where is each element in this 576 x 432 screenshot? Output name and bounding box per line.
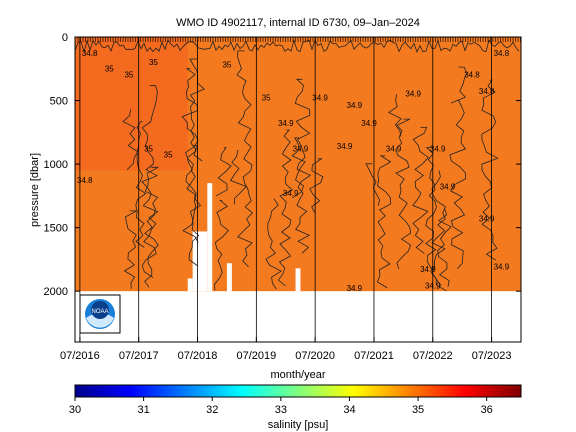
x-tick-label: 07/2020 (295, 350, 335, 362)
plot-area: 34.8 35 35 35 34.8 35 35 35 35 34.9 34.9 34.9 34.9 34… (75, 37, 521, 342)
contour-label: 34.9 (425, 282, 441, 291)
colorbar-gradient (74, 384, 522, 398)
y-tick-label: 1500 (44, 223, 68, 235)
x-axis-label: month/year (270, 369, 325, 381)
colorbar: 30 31 32 33 34 35 36 salinity [psu] (69, 384, 522, 431)
data-gap-3 (226, 263, 232, 292)
y-tick-label: 1000 (44, 159, 68, 171)
x-tick-label: 07/2021 (354, 350, 394, 362)
contour-line (236, 50, 253, 268)
x-tick-label: 07/2018 (178, 350, 218, 362)
colorbar-tick-label: 33 (275, 404, 287, 416)
contour-line (425, 147, 442, 286)
contour-label: 34.8 (82, 49, 98, 58)
noaa-logo: NOAA (79, 294, 121, 334)
contour-line (122, 109, 139, 170)
contour-line (395, 118, 412, 270)
contour-line (123, 210, 137, 289)
profile-lines (77, 37, 521, 342)
contour-line (449, 100, 467, 270)
x-axis: 07/2016 07/2017 07/2018 07/2019 07/2020 07/20… (60, 337, 511, 362)
contour-label: 34.9 (494, 263, 510, 272)
contour-label: 35 (149, 58, 158, 67)
contour-label: 34.8 (479, 87, 495, 96)
y-axis-label: pressure [dbar] (29, 153, 41, 227)
contour-label: 34.9 (430, 144, 446, 153)
contour-label: 35 (144, 144, 153, 153)
contour-label: 34.9 (293, 144, 309, 153)
colorbar-tick-label: 34 (343, 404, 355, 416)
contour-line (277, 129, 293, 287)
svg-text:NOAA: NOAA (91, 309, 108, 315)
contour-label: 35 (164, 151, 173, 160)
colorbar-tick-label: 30 (69, 404, 81, 416)
x-tick-label: 07/2019 (236, 350, 276, 362)
colorbar-tick-label: 32 (206, 404, 218, 416)
chart-title: WMO ID 4902117, internal ID 6730, 09–Jan… (176, 17, 420, 29)
contour-line (294, 78, 312, 254)
contour-line (189, 58, 205, 162)
contour-label: 34.9 (278, 119, 294, 128)
contour-line (181, 68, 199, 243)
contour-label: 35 (105, 64, 114, 73)
surface-contour (75, 38, 520, 54)
plot-frame (74, 36, 522, 343)
x-tick-label: 07/2023 (472, 350, 512, 362)
data-gap-2 (207, 183, 213, 292)
contour-label: 34.9 (420, 265, 436, 274)
data-gaps (187, 183, 301, 292)
contour-line (291, 137, 306, 199)
salinity-contours (75, 38, 520, 292)
contour-line (412, 127, 429, 254)
colorbar-label: salinity [psu] (268, 419, 329, 431)
contour-line (214, 200, 229, 291)
contour-line (481, 79, 499, 261)
contour-line (450, 66, 468, 104)
contour-line (365, 163, 380, 206)
colorbar-ticks: 30 31 32 33 34 35 36 (69, 397, 493, 416)
data-gap-4 (295, 268, 301, 292)
colorbar-tick-label: 36 (481, 404, 493, 416)
x-tick-label: 07/2022 (413, 350, 453, 362)
contour-label: 35 (222, 61, 231, 70)
y-axis: 0 500 1000 1500 2000 (44, 32, 521, 298)
contour-line (437, 208, 452, 287)
colorbar-tick-label: 35 (412, 404, 424, 416)
data-gap-1 (192, 231, 208, 292)
colorbar-tick-label: 31 (137, 404, 149, 416)
contour-label: 34.8 (464, 71, 480, 80)
contour-label: 34.9 (347, 284, 363, 293)
contour-label: 34.9 (347, 101, 363, 110)
contour-line (185, 145, 202, 266)
contour-line (141, 85, 159, 279)
contour-label: 34.9 (386, 144, 402, 153)
contour-label: 34.9 (405, 90, 421, 99)
contour-label: 34.8 (494, 49, 510, 58)
contour-line (376, 155, 392, 289)
x-tick-label: 07/2016 (60, 350, 100, 362)
contour-label: 34.9 (440, 183, 456, 192)
salinity-fill-high (75, 37, 188, 171)
data-gap-0 (187, 278, 193, 292)
contour-label: 34.9 (283, 189, 299, 198)
contour-label: 35 (124, 71, 133, 80)
contour-line (135, 121, 147, 248)
contour-labels: 34.8 35 35 35 34.8 35 35 35 35 34.9 34.9 34.9 34.9 34… (77, 49, 510, 293)
y-tick-label: 0 (62, 32, 68, 44)
contour-label: 34.9 (337, 142, 353, 151)
contour-line (230, 150, 247, 205)
x-tick-label: 07/2017 (119, 350, 159, 362)
y-tick-label: 500 (50, 96, 68, 108)
contour-label: 35 (262, 94, 271, 103)
contour-line (265, 198, 282, 290)
contour-line (388, 94, 402, 137)
contour-line (215, 147, 232, 197)
contour-label: 34.9 (361, 119, 377, 128)
contour-label: 34.9 (312, 94, 328, 103)
contour-line (144, 166, 159, 288)
contour-label: 34.8 (77, 176, 93, 185)
y-tick-label: 2000 (44, 286, 68, 298)
contour-label: 34.9 (479, 214, 495, 223)
